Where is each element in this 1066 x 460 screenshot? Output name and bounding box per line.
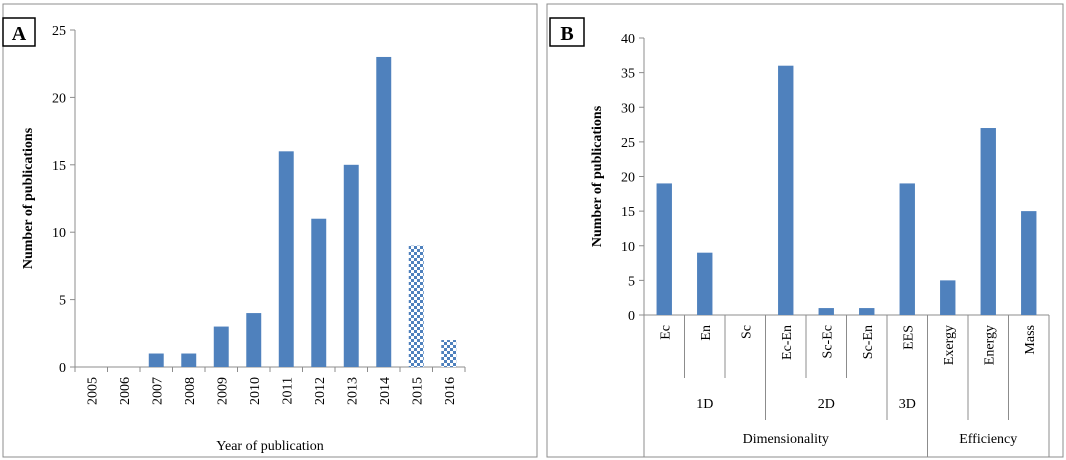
bar-2008 [181,353,197,367]
x-tick-label: 2016 [443,377,458,405]
bar-Sc-En [859,308,875,315]
x-tick-label: 2010 [248,377,263,405]
y-tick-label: 20 [621,171,635,186]
y-tick-label: 5 [628,274,635,289]
bar-Ec-En [778,65,794,315]
y-tick-label: 15 [621,205,635,220]
panel-a-plot: 0 5 10 15 20 25 2005 2006 2007 2008 2009 2010 2011 20… [21,24,466,454]
y-axis-title: Number of publications [590,105,605,247]
bar-Energy [980,128,996,315]
supergroup-label: Efficiency [959,432,1017,447]
y-tick-label: 10 [621,240,635,255]
panel-a: A 0 5 10 15 20 25 2005 2006 2007 2008 2009 2010 2011… [2,3,538,458]
bar-Mass [1021,211,1037,315]
x-tick-label: Energy [982,325,997,365]
bar-2014 [376,56,392,368]
x-axis-title: Year of publication [216,439,323,454]
bar-Exergy [940,280,956,315]
bar-Ec [656,183,672,315]
x-tick-label: 2015 [410,377,425,405]
y-tick-label: 0 [59,361,66,376]
panel-a-frame [2,3,538,458]
bar-EES [899,183,915,315]
y-tick-label: 0 [628,309,635,324]
y-tick-label: 5 [59,294,66,309]
x-tick-label: En [699,325,714,341]
x-tick-label: Ec [658,325,673,340]
y-tick-label: 10 [52,226,66,241]
supergroup-label: Dimensionality [743,432,829,447]
x-tick-label: Sc [739,325,754,339]
x-tick-label: 2007 [150,377,165,405]
bar-2013 [343,164,359,367]
y-tick-label: 35 [621,67,635,82]
panel-a-label-box [2,17,36,47]
x-tick-label: 2012 [313,377,328,405]
y-tick-label: 25 [52,24,66,39]
x-tick-label: 2008 [183,377,198,405]
y-tick-label: 25 [621,136,635,151]
group-label: 1D [696,397,713,412]
panel-b-label-box [549,17,585,47]
panel-b-frame [546,3,1064,458]
bar-2010 [246,313,262,367]
bar-2007 [148,353,164,367]
y-tick-label: 30 [621,101,635,116]
x-tick-label: Sc-En [861,325,876,359]
bar-2012 [311,218,327,367]
panel-a-label: A [12,23,27,45]
bar-En [697,252,713,315]
x-tick-label: 2009 [215,377,230,405]
y-tick-label: 40 [621,32,635,47]
bar-2011 [278,151,294,367]
bar-Sc-Ec [818,308,834,315]
panel-b: B 0 5 10 15 20 25 30 35 40 Ec En Sc Ec-En Sc-Ec Sc-En E… [546,3,1064,458]
panel-b-plot: 0 5 10 15 20 25 30 35 40 Ec En Sc Ec-En Sc-Ec Sc-En EES… [590,32,1050,457]
x-tick-label: Ec-En [780,325,795,360]
x-tick-label: Exergy [942,325,957,365]
y-axis-title: Number of publications [21,127,36,269]
panel-b-label: B [560,23,573,45]
bar-2016 [441,340,457,367]
bar-2009 [213,326,229,367]
x-tick-label: 2011 [280,377,295,404]
x-tick-label: 2005 [85,377,100,405]
y-tick-label: 20 [52,91,66,106]
x-tick-label: 2006 [118,377,133,405]
x-tick-label: Mass [1023,325,1038,355]
y-tick-label: 15 [52,159,66,174]
x-tick-label: 2014 [378,377,393,405]
group-label: 2D [818,397,835,412]
x-tick-label: Sc-Ec [820,325,835,358]
bar-2015 [408,245,424,367]
x-tick-label: 2013 [345,377,360,405]
x-tick-label: EES [901,325,916,350]
group-label: 3D [899,397,916,412]
